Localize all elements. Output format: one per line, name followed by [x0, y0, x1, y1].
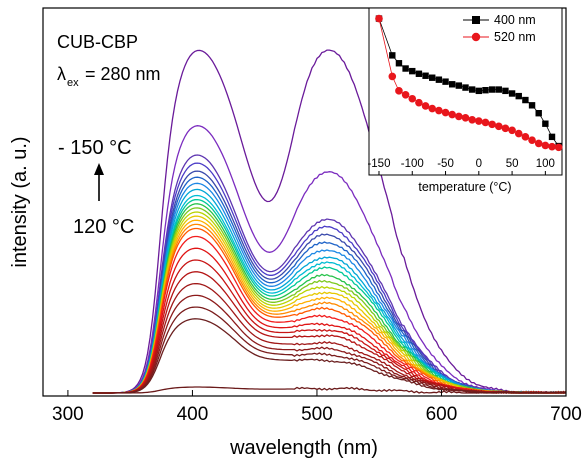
- inset-point-520nm-22: [528, 136, 536, 144]
- excitation-value: = 280 nm: [80, 64, 161, 84]
- inset-x-tick-label-5: 100: [536, 158, 555, 170]
- legend-entry-520nm: 520 nm: [463, 30, 536, 44]
- inset-point-520nm-4: [408, 94, 417, 103]
- inset-point-400nm-8: [435, 76, 443, 83]
- inset-point-520nm-21: [521, 133, 530, 141]
- x-tick-label-4: 700: [550, 404, 582, 425]
- inset-point-400nm-4: [409, 67, 416, 75]
- inset-point-400nm-7: [429, 74, 436, 81]
- x-tick-label-0: 300: [52, 404, 84, 425]
- inset-point-400nm-22: [528, 102, 536, 109]
- legend-marker-circle: [471, 32, 481, 42]
- x-tick-label-3: 600: [426, 404, 458, 425]
- temperature-high-label: - 150 °C: [58, 137, 132, 159]
- inset-point-520nm-13: [468, 115, 476, 124]
- inset-x-axis-label: temperature (°C): [418, 180, 511, 194]
- inset-point-400nm-21: [522, 96, 529, 104]
- inset-point-400nm-18: [502, 87, 509, 95]
- inset-point-520nm-12: [461, 114, 470, 122]
- inset-point-520nm-10: [448, 110, 456, 119]
- inset-x-tick-label-3: 0: [476, 158, 482, 170]
- main-x-ticks: 300 400 500 600 700: [52, 390, 582, 425]
- inset-point-400nm-12: [462, 84, 469, 91]
- inset-legend: 400 nm 520 nm: [463, 13, 536, 44]
- inset-point-400nm-14: [475, 87, 483, 95]
- spectrum-line-1: [92, 125, 566, 394]
- inset-point-520nm-6: [421, 102, 430, 110]
- inset-series-group: [375, 14, 563, 152]
- lambda-subscript: ex: [67, 77, 79, 89]
- inset-x-ticks: -150 -100 -50 0 50 100: [367, 158, 555, 175]
- inset-point-400nm-16: [488, 86, 496, 93]
- inset-point-520nm-23: [534, 139, 543, 148]
- spectrum-line-0: [92, 49, 566, 394]
- inset-point-520nm-3: [401, 91, 410, 99]
- inset-point-400nm-24: [542, 120, 549, 127]
- inset-point-520nm-15: [481, 118, 490, 127]
- inset-point-400nm-10: [448, 81, 456, 88]
- inset-point-520nm-14: [475, 117, 483, 125]
- main-series-group: [92, 49, 567, 394]
- inset-point-520nm-2: [395, 87, 403, 95]
- spectrum-line-25: [92, 386, 567, 394]
- inset-point-400nm-11: [455, 82, 463, 89]
- inset-point-400nm-9: [442, 78, 449, 85]
- inset-x-tick-label-4: 50: [506, 158, 519, 170]
- inset-point-520nm-11: [455, 112, 463, 121]
- x-axis-label: wavelength (nm): [229, 437, 378, 459]
- temperature-low-label: 120 °C: [73, 216, 134, 238]
- inset-x-tick-label-1: -100: [401, 158, 424, 170]
- legend-marker-square: [472, 16, 480, 24]
- inset-point-520nm-26: [554, 143, 563, 152]
- inset-point-400nm-6: [422, 72, 429, 79]
- inset-point-520nm-8: [435, 106, 443, 115]
- inset-point-400nm-25: [548, 133, 556, 141]
- legend-label-400nm: 400 nm: [494, 13, 536, 27]
- x-tick-label-1: 400: [177, 404, 209, 425]
- main-plot-frame: [42, 7, 567, 397]
- inset-point-400nm-3: [402, 65, 409, 72]
- inset-point-520nm-19: [508, 126, 516, 135]
- y-axis-label: intensity (a. u.): [9, 136, 31, 267]
- lambda-symbol: λ: [57, 64, 66, 84]
- inset-point-520nm-24: [541, 141, 550, 150]
- inset-point-400nm-5: [415, 70, 423, 77]
- inset-point-520nm-7: [428, 104, 437, 113]
- x-tick-label-2: 500: [301, 404, 333, 425]
- legend-entry-400nm: 400 nm: [463, 13, 536, 27]
- inset-point-400nm-23: [535, 110, 542, 117]
- inset-point-520nm-1: [388, 72, 397, 81]
- inset-point-520nm-18: [501, 124, 510, 133]
- excitation-label: λ ex = 280 nm: [57, 64, 161, 89]
- inset-point-520nm-16: [488, 120, 496, 129]
- inset-point-520nm-20: [514, 129, 523, 138]
- inset-point-400nm-2: [395, 60, 403, 67]
- inset-point-400nm-15: [482, 87, 489, 94]
- spectrum-line-21: [92, 282, 567, 394]
- inset-point-520nm-17: [494, 122, 503, 131]
- inset-point-400nm-19: [508, 90, 516, 97]
- inset-x-tick-label-2: -50: [437, 158, 454, 170]
- inset-point-400nm-13: [468, 86, 476, 93]
- inset-point-520nm-25: [548, 142, 556, 151]
- temperature-arrow: [94, 163, 104, 201]
- inset-point-520nm-0: [375, 14, 383, 23]
- inset-point-520nm-9: [441, 108, 450, 117]
- inset-point-400nm-20: [515, 92, 522, 100]
- legend-label-520nm: 520 nm: [494, 30, 536, 44]
- inset-point-400nm-1: [389, 52, 396, 59]
- inset-point-520nm-5: [415, 98, 423, 107]
- sample-name-label: CUB-CBP: [57, 32, 138, 52]
- inset-x-tick-label-0: -150: [367, 158, 390, 170]
- inset-chart: -150 -100 -50 0 50 100 temperature (°C) 400 n…: [367, 7, 563, 194]
- inset-point-400nm-17: [495, 86, 502, 93]
